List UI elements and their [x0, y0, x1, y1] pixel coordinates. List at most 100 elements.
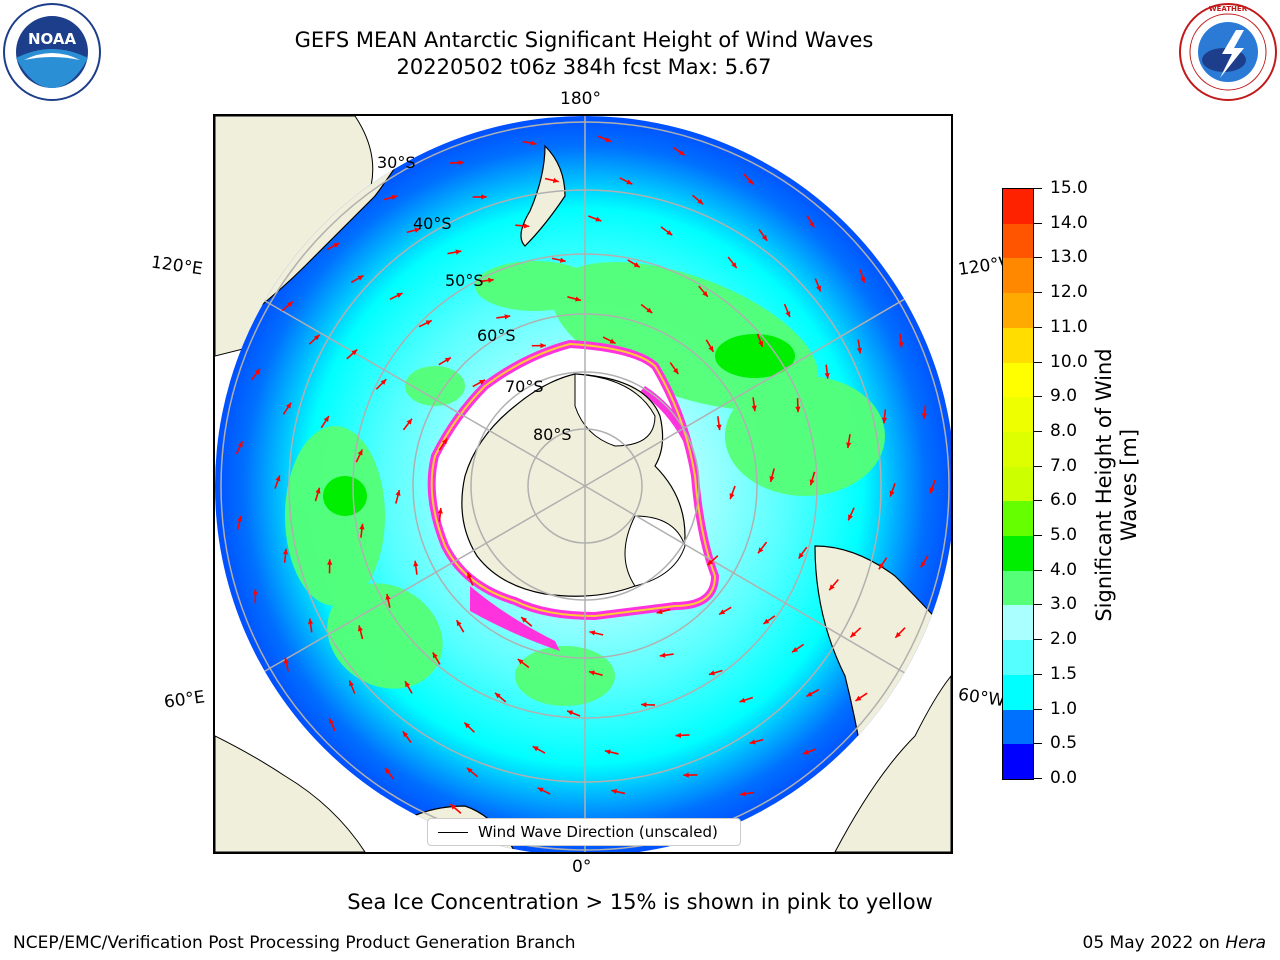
colorbar-tick [1034, 326, 1042, 328]
wind-arrow-head [920, 561, 926, 568]
wind-arrow-head [646, 307, 653, 313]
figure-title-line2: 20220502 t06z 384h fcst Max: 5.67 [396, 55, 772, 79]
wind-arrow-head [758, 340, 764, 347]
wind-arrow-head [595, 216, 602, 222]
colorbar-tick-label: 6.0 [1050, 490, 1078, 511]
wind-arrow-head [385, 593, 391, 600]
lon-label-0: 0° [572, 857, 592, 877]
wind-arrow-head [396, 293, 403, 298]
wind-arrow-head [406, 418, 412, 425]
wind-arrow-head [697, 198, 704, 205]
footer-branch: NCEP/EMC/Verification Post Processing Pr… [13, 933, 576, 953]
wind-arrow-head [763, 618, 770, 625]
wind-arrow-head [659, 652, 666, 658]
sea-ice-note: Sea Ice Concentration > 15% is shown in … [347, 890, 933, 914]
colorbar-tick [1034, 604, 1042, 606]
wind-arrow-head [731, 262, 737, 269]
wind-arrow-head [504, 314, 511, 320]
wind-arrow-head [611, 788, 618, 795]
colorbar-tick-label: 11.0 [1050, 316, 1088, 337]
colorbar-tick-label: 3.0 [1050, 594, 1078, 615]
wind-arrow-head [252, 589, 258, 595]
wind-arrow-head [829, 584, 835, 591]
lat-label-60s: 60°S [477, 326, 516, 345]
wind-arrow-head [425, 320, 432, 326]
wind-arrow-head [802, 749, 809, 755]
noaa-logo-text: NOAA [28, 30, 77, 48]
wind-arrow-head [357, 275, 364, 281]
wind-arrow-head [673, 368, 679, 374]
wind-arrow-head [282, 548, 289, 555]
colorbar-segment [1003, 500, 1033, 537]
wind-arrow-head [740, 791, 746, 797]
graticule [215, 116, 951, 852]
colorbar [1002, 188, 1034, 780]
colorbar-tick [1034, 465, 1042, 467]
colorbar-tick-label: 4.0 [1050, 559, 1078, 580]
wind-arrow-head [898, 342, 904, 348]
footer-date: 05 May 2022 on Hera [1083, 933, 1267, 953]
colorbar-tick-label: 15.0 [1050, 178, 1088, 198]
colorbar-tick-label: 5.0 [1050, 525, 1078, 546]
wind-arrow-head [521, 617, 528, 623]
colorbar-label-line1: Significant Height of Wind [1092, 348, 1116, 622]
colorbar-segment [1003, 362, 1033, 398]
wind-arrow-head [450, 804, 457, 810]
map-panel[interactable]: 30°S 40°S 50°S 60°S 70°S 80°S [213, 114, 953, 854]
footer-machine: Hera [1225, 933, 1266, 953]
wind-arrow-head [285, 402, 292, 409]
lon-label-120e: 120°E [149, 252, 204, 280]
wind-arrow-head [523, 223, 530, 229]
wind-arrow-head [702, 290, 708, 297]
colorbar-tick [1034, 257, 1042, 259]
wind-arrow-head [458, 160, 465, 166]
wind-arrow-head [604, 749, 611, 755]
wind-arrow-head [809, 479, 815, 486]
wind-arrow-head [532, 746, 539, 752]
colorbar-segment [1003, 604, 1033, 641]
wind-arrow-head [641, 702, 647, 708]
wind-arrow-head [495, 692, 501, 699]
wind-arrow-head [678, 149, 685, 156]
noaa-logo: NOAA [2, 2, 102, 102]
wind-arrow-head [455, 249, 462, 255]
colorbar-tick-label: 2.0 [1050, 629, 1078, 650]
wind-arrow-head [719, 609, 726, 615]
wind-arrow-head [432, 652, 438, 659]
wind-arrow-head [385, 767, 391, 774]
legend-label: Wind Wave Direction (unscaled) [478, 823, 718, 841]
wind-arrow-head [747, 178, 754, 185]
wind-arrow-head [559, 257, 566, 263]
wave-height-4-5m-areas [323, 334, 795, 516]
wind-arrow-head [254, 368, 261, 375]
colorbar-tick-label: 0.5 [1050, 733, 1078, 754]
colorbar-tick [1034, 743, 1042, 745]
lat-label-40s: 40°S [413, 214, 452, 233]
wind-arrow-head [391, 194, 398, 200]
wind-arrow-head [575, 296, 581, 302]
wind-arrow-head [413, 560, 419, 567]
wind-arrow-head [479, 379, 486, 385]
svg-text:WEATHER: WEATHER [1209, 5, 1248, 13]
wind-arrow-head [729, 493, 735, 500]
colorbar-tick-label: 10.0 [1050, 351, 1088, 372]
colorbar-segment [1003, 223, 1033, 259]
wind-arrow-head [846, 442, 852, 449]
wind-arrow-head [456, 620, 462, 627]
lon-label-180: 180° [560, 89, 601, 109]
colorbar-tick-label: 12.0 [1050, 282, 1088, 303]
wind-arrow-head [824, 372, 830, 379]
colorbar-tick [1034, 361, 1042, 363]
wind-arrow-head [605, 137, 612, 142]
wind-arrow-head [275, 475, 281, 482]
wind-arrow-head [589, 670, 595, 676]
wind-arrow-head [315, 487, 321, 494]
wind-arrow-head [921, 413, 928, 419]
colorbar-segment [1003, 674, 1033, 710]
wind-arrow-head [437, 507, 443, 514]
colorbar-segment [1003, 535, 1033, 571]
wind-arrow-head [761, 234, 768, 241]
wind-arrow-head [567, 710, 574, 716]
wind-arrow-head [889, 490, 895, 497]
lat-label-70s: 70°S [505, 377, 544, 396]
